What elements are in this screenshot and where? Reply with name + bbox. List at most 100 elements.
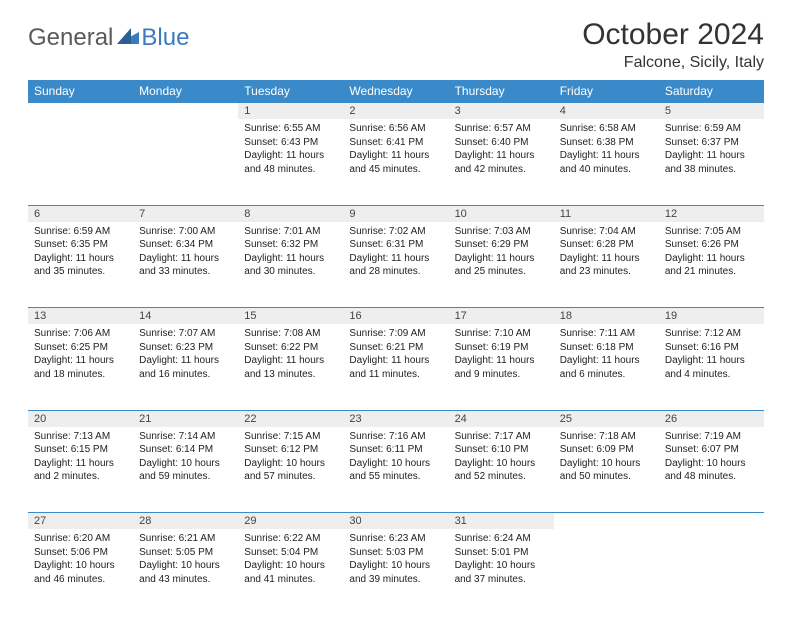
day-content-cell: Sunrise: 7:17 AMSunset: 6:10 PMDaylight:… [449,427,554,513]
sunset-line: Sunset: 6:09 PM [560,443,653,457]
day-header: Sunday [28,80,133,103]
day-number-cell: 24 [449,410,554,427]
day-number-cell: 26 [659,410,764,427]
daylight-line: Daylight: 11 hours and 42 minutes. [455,149,548,176]
day-number-cell: 1 [238,103,343,120]
day-content-cell: Sunrise: 7:15 AMSunset: 6:12 PMDaylight:… [238,427,343,513]
sunset-line: Sunset: 6:31 PM [349,238,442,252]
day-content-row: Sunrise: 7:06 AMSunset: 6:25 PMDaylight:… [28,324,764,410]
sunset-line: Sunset: 6:10 PM [455,443,548,457]
daylight-line: Daylight: 10 hours and 55 minutes. [349,457,442,484]
sunrise-line: Sunrise: 6:58 AM [560,122,653,136]
day-content-cell: Sunrise: 6:59 AMSunset: 6:37 PMDaylight:… [659,119,764,205]
day-number-cell: 3 [449,103,554,120]
day-content-cell: Sunrise: 6:56 AMSunset: 6:41 PMDaylight:… [343,119,448,205]
sunrise-line: Sunrise: 7:00 AM [139,225,232,239]
day-content-cell: Sunrise: 7:19 AMSunset: 6:07 PMDaylight:… [659,427,764,513]
day-number-cell: 18 [554,308,659,325]
day-number-cell: 30 [343,513,448,530]
daylight-line: Daylight: 10 hours and 43 minutes. [139,559,232,586]
sunrise-line: Sunrise: 6:24 AM [455,532,548,546]
sunset-line: Sunset: 6:37 PM [665,136,758,150]
sunrise-line: Sunrise: 7:12 AM [665,327,758,341]
sunrise-line: Sunrise: 6:56 AM [349,122,442,136]
daylight-line: Daylight: 11 hours and 9 minutes. [455,354,548,381]
sunset-line: Sunset: 6:43 PM [244,136,337,150]
daylight-line: Daylight: 11 hours and 25 minutes. [455,252,548,279]
daylight-line: Daylight: 11 hours and 18 minutes. [34,354,127,381]
day-content-cell: Sunrise: 6:23 AMSunset: 5:03 PMDaylight:… [343,529,448,615]
sunrise-line: Sunrise: 7:14 AM [139,430,232,444]
daylight-line: Daylight: 11 hours and 23 minutes. [560,252,653,279]
sunrise-line: Sunrise: 7:10 AM [455,327,548,341]
day-content-cell: Sunrise: 7:02 AMSunset: 6:31 PMDaylight:… [343,222,448,308]
day-number-row: 6789101112 [28,205,764,222]
day-content-cell: Sunrise: 7:18 AMSunset: 6:09 PMDaylight:… [554,427,659,513]
day-content-cell: Sunrise: 7:13 AMSunset: 6:15 PMDaylight:… [28,427,133,513]
sunrise-line: Sunrise: 6:23 AM [349,532,442,546]
header: General Blue October 2024 Falcone, Sicil… [28,18,764,72]
logo: General Blue [28,18,189,52]
day-number-cell: 12 [659,205,764,222]
day-header: Saturday [659,80,764,103]
day-number-cell: 7 [133,205,238,222]
sunset-line: Sunset: 6:16 PM [665,341,758,355]
day-content-row: Sunrise: 6:59 AMSunset: 6:35 PMDaylight:… [28,222,764,308]
day-content-cell: Sunrise: 6:55 AMSunset: 6:43 PMDaylight:… [238,119,343,205]
daylight-line: Daylight: 11 hours and 6 minutes. [560,354,653,381]
sunset-line: Sunset: 5:01 PM [455,546,548,560]
day-content-cell: Sunrise: 6:57 AMSunset: 6:40 PMDaylight:… [449,119,554,205]
day-content-row: Sunrise: 6:55 AMSunset: 6:43 PMDaylight:… [28,119,764,205]
daylight-line: Daylight: 11 hours and 35 minutes. [34,252,127,279]
day-content-cell: Sunrise: 7:12 AMSunset: 6:16 PMDaylight:… [659,324,764,410]
day-content-cell: Sunrise: 7:00 AMSunset: 6:34 PMDaylight:… [133,222,238,308]
sunrise-line: Sunrise: 6:20 AM [34,532,127,546]
day-content-cell: Sunrise: 7:05 AMSunset: 6:26 PMDaylight:… [659,222,764,308]
day-number-row: 13141516171819 [28,308,764,325]
day-number-cell: 29 [238,513,343,530]
sunrise-line: Sunrise: 7:18 AM [560,430,653,444]
sunrise-line: Sunrise: 7:01 AM [244,225,337,239]
day-number-cell: 25 [554,410,659,427]
sunrise-line: Sunrise: 6:21 AM [139,532,232,546]
day-header: Wednesday [343,80,448,103]
day-content-cell: Sunrise: 7:06 AMSunset: 6:25 PMDaylight:… [28,324,133,410]
day-header: Monday [133,80,238,103]
sunset-line: Sunset: 6:41 PM [349,136,442,150]
daylight-line: Daylight: 11 hours and 4 minutes. [665,354,758,381]
daylight-line: Daylight: 11 hours and 21 minutes. [665,252,758,279]
daylight-line: Daylight: 11 hours and 45 minutes. [349,149,442,176]
day-content-cell: Sunrise: 6:22 AMSunset: 5:04 PMDaylight:… [238,529,343,615]
location: Falcone, Sicily, Italy [582,54,764,72]
day-content-cell: Sunrise: 7:04 AMSunset: 6:28 PMDaylight:… [554,222,659,308]
sunset-line: Sunset: 6:38 PM [560,136,653,150]
day-content-cell: Sunrise: 7:03 AMSunset: 6:29 PMDaylight:… [449,222,554,308]
sunset-line: Sunset: 6:29 PM [455,238,548,252]
sunset-line: Sunset: 6:34 PM [139,238,232,252]
sunrise-line: Sunrise: 6:59 AM [665,122,758,136]
daylight-line: Daylight: 10 hours and 46 minutes. [34,559,127,586]
day-content-cell: Sunrise: 6:24 AMSunset: 5:01 PMDaylight:… [449,529,554,615]
day-header: Friday [554,80,659,103]
sunset-line: Sunset: 6:21 PM [349,341,442,355]
day-number-cell: 14 [133,308,238,325]
daylight-line: Daylight: 10 hours and 59 minutes. [139,457,232,484]
daylight-line: Daylight: 11 hours and 11 minutes. [349,354,442,381]
sunrise-line: Sunrise: 6:22 AM [244,532,337,546]
day-number-cell: 8 [238,205,343,222]
sunrise-line: Sunrise: 7:08 AM [244,327,337,341]
day-content-cell: Sunrise: 7:01 AMSunset: 6:32 PMDaylight:… [238,222,343,308]
logo-text-general: General [28,24,113,52]
day-content-cell: Sunrise: 6:58 AMSunset: 6:38 PMDaylight:… [554,119,659,205]
sunrise-line: Sunrise: 7:02 AM [349,225,442,239]
daylight-line: Daylight: 10 hours and 41 minutes. [244,559,337,586]
day-number-cell: 15 [238,308,343,325]
sunset-line: Sunset: 6:15 PM [34,443,127,457]
month-title: October 2024 [582,18,764,52]
day-content-cell: Sunrise: 6:20 AMSunset: 5:06 PMDaylight:… [28,529,133,615]
daylight-line: Daylight: 10 hours and 48 minutes. [665,457,758,484]
daylight-line: Daylight: 10 hours and 52 minutes. [455,457,548,484]
sunset-line: Sunset: 6:11 PM [349,443,442,457]
day-content-cell: Sunrise: 7:14 AMSunset: 6:14 PMDaylight:… [133,427,238,513]
day-number-cell: 10 [449,205,554,222]
